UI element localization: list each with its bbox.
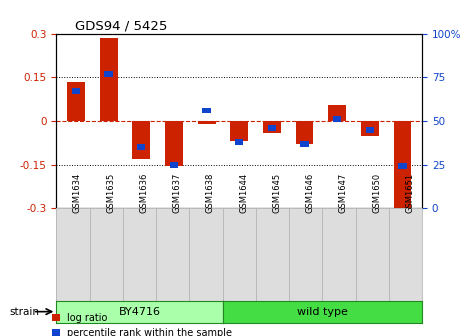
Bar (399, 164, 407, 169)
Text: GSM1635: GSM1635 (106, 173, 115, 213)
Text: GSM1646: GSM1646 (306, 173, 315, 213)
Bar (328, 105, 346, 121)
Bar (197, 121, 216, 124)
Bar (263, 121, 281, 133)
Text: GSM1651: GSM1651 (406, 173, 415, 213)
Bar (72, 88, 80, 94)
Bar (132, 121, 150, 159)
Bar (67, 82, 85, 121)
Bar (268, 125, 276, 131)
Bar (333, 116, 341, 122)
Text: GSM1636: GSM1636 (139, 173, 148, 213)
Text: strain: strain (9, 307, 39, 317)
Bar (170, 162, 178, 168)
Bar (99, 38, 118, 121)
Bar (137, 144, 145, 150)
Text: GSM1647: GSM1647 (339, 173, 348, 213)
Bar (366, 127, 374, 133)
Bar (295, 121, 313, 144)
Text: GSM1645: GSM1645 (272, 173, 281, 213)
Text: GSM1634: GSM1634 (73, 173, 82, 213)
Bar (230, 121, 248, 141)
Bar (393, 121, 411, 210)
Text: GSM1637: GSM1637 (173, 173, 182, 213)
Text: BY4716: BY4716 (118, 307, 160, 317)
Text: wild type: wild type (297, 307, 348, 317)
Text: GSM1650: GSM1650 (372, 173, 381, 213)
Bar (203, 108, 211, 113)
Bar (235, 139, 243, 145)
Text: GDS94 / 5425: GDS94 / 5425 (75, 19, 167, 33)
Bar (301, 141, 309, 146)
Text: GSM1638: GSM1638 (206, 173, 215, 213)
Legend: log ratio, percentile rank within the sample: log ratio, percentile rank within the sa… (52, 313, 232, 336)
Bar (165, 121, 183, 166)
Text: GSM1644: GSM1644 (239, 173, 248, 213)
Bar (105, 71, 113, 77)
Bar (361, 121, 379, 135)
